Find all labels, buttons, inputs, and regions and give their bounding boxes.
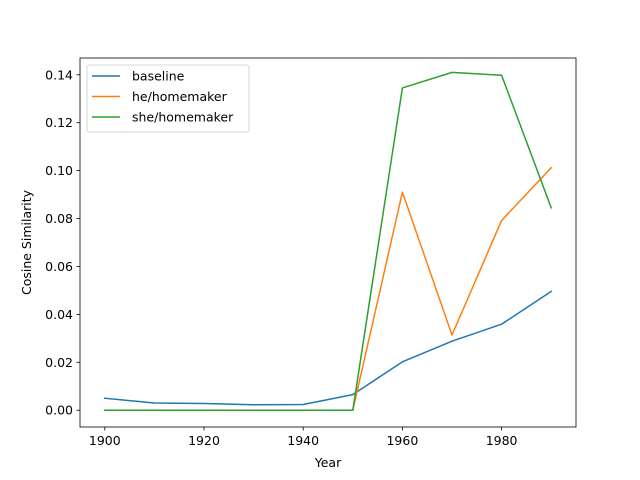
x-axis-label: Year: [314, 455, 342, 470]
x-tick-label: 1940: [287, 433, 319, 448]
y-tick-label: 0.06: [45, 259, 73, 274]
series-layer: [103, 71, 553, 411]
y-tick-label: 0.14: [45, 67, 73, 82]
x-tick-label: 1980: [486, 433, 518, 448]
legend-frame: [86, 64, 250, 133]
tick-layer: 1900 1920 1940 1960 1980 0.00 0.02 0.04 0.06 0.08…: [45, 67, 517, 448]
series-line-she-homemaker: [104, 71, 553, 411]
legend-label: baseline: [132, 69, 185, 84]
legend-label: she/homemaker: [132, 110, 234, 125]
y-tick-label: 0.10: [45, 163, 73, 178]
y-tick-label: 0.12: [45, 115, 73, 130]
y-axis-label: Cosine Similarity: [19, 189, 34, 295]
legend: baseline he/homemaker she/homemaker: [86, 64, 250, 133]
y-tick-label: 0.02: [45, 355, 73, 370]
y-tick-label: 0.00: [45, 403, 73, 418]
y-tick-label: 0.04: [45, 307, 73, 322]
y-tick-label: 0.08: [45, 211, 73, 226]
series-line-baseline: [103, 290, 553, 406]
x-tick-label: 1920: [188, 433, 220, 448]
legend-label: he/homemaker: [132, 89, 228, 104]
x-tick-label: 1960: [386, 433, 418, 448]
plot-frame: [79, 57, 577, 428]
x-tick-label: 1900: [89, 433, 121, 448]
